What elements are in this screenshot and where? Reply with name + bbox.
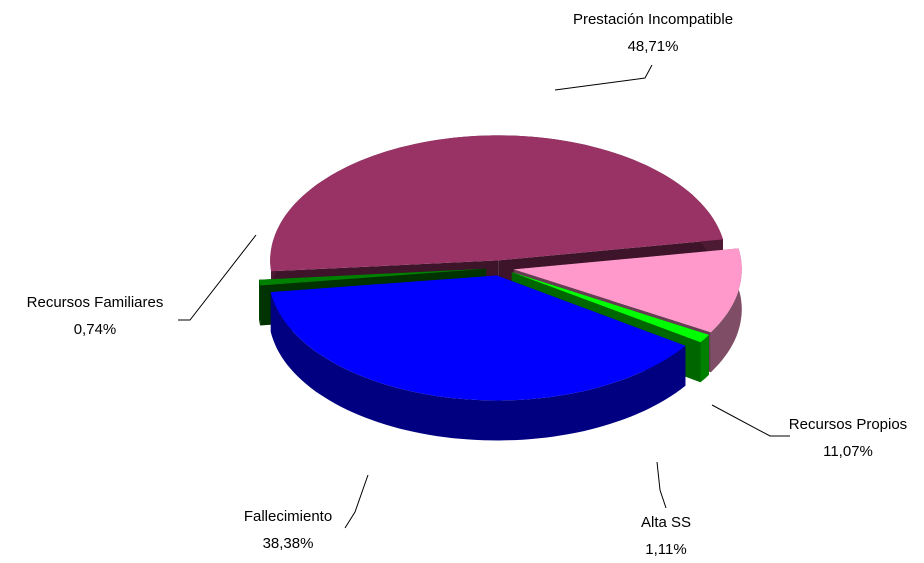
slice-value-label: 48,71% (628, 38, 679, 55)
leader-line (178, 234, 257, 321)
slice (513, 248, 742, 333)
slice-side (259, 279, 261, 326)
slice-group (270, 275, 686, 441)
leader-line (711, 404, 790, 437)
slice (511, 272, 709, 343)
slice-label: Recursos Familiares (27, 294, 164, 311)
leader-line (554, 64, 653, 91)
slice (259, 268, 487, 286)
slice-side (700, 334, 709, 383)
leader-line (656, 461, 667, 509)
slice (270, 275, 686, 401)
slice-value-label: 0,74% (74, 321, 117, 338)
slice-side (270, 292, 686, 441)
slice-label: Prestación Incompatible (573, 11, 733, 28)
slice-value-label: 38,38% (263, 535, 314, 552)
slice-value-label: 11,07% (823, 443, 873, 460)
slice-value-label: 1,11% (645, 541, 686, 558)
slice-label: Fallecimiento (244, 508, 332, 525)
slice-label: Alta SS (641, 514, 691, 531)
slice-side (710, 248, 742, 373)
slice-label: Recursos Propios (789, 416, 907, 433)
slice (270, 135, 723, 272)
leader-line (344, 474, 369, 529)
